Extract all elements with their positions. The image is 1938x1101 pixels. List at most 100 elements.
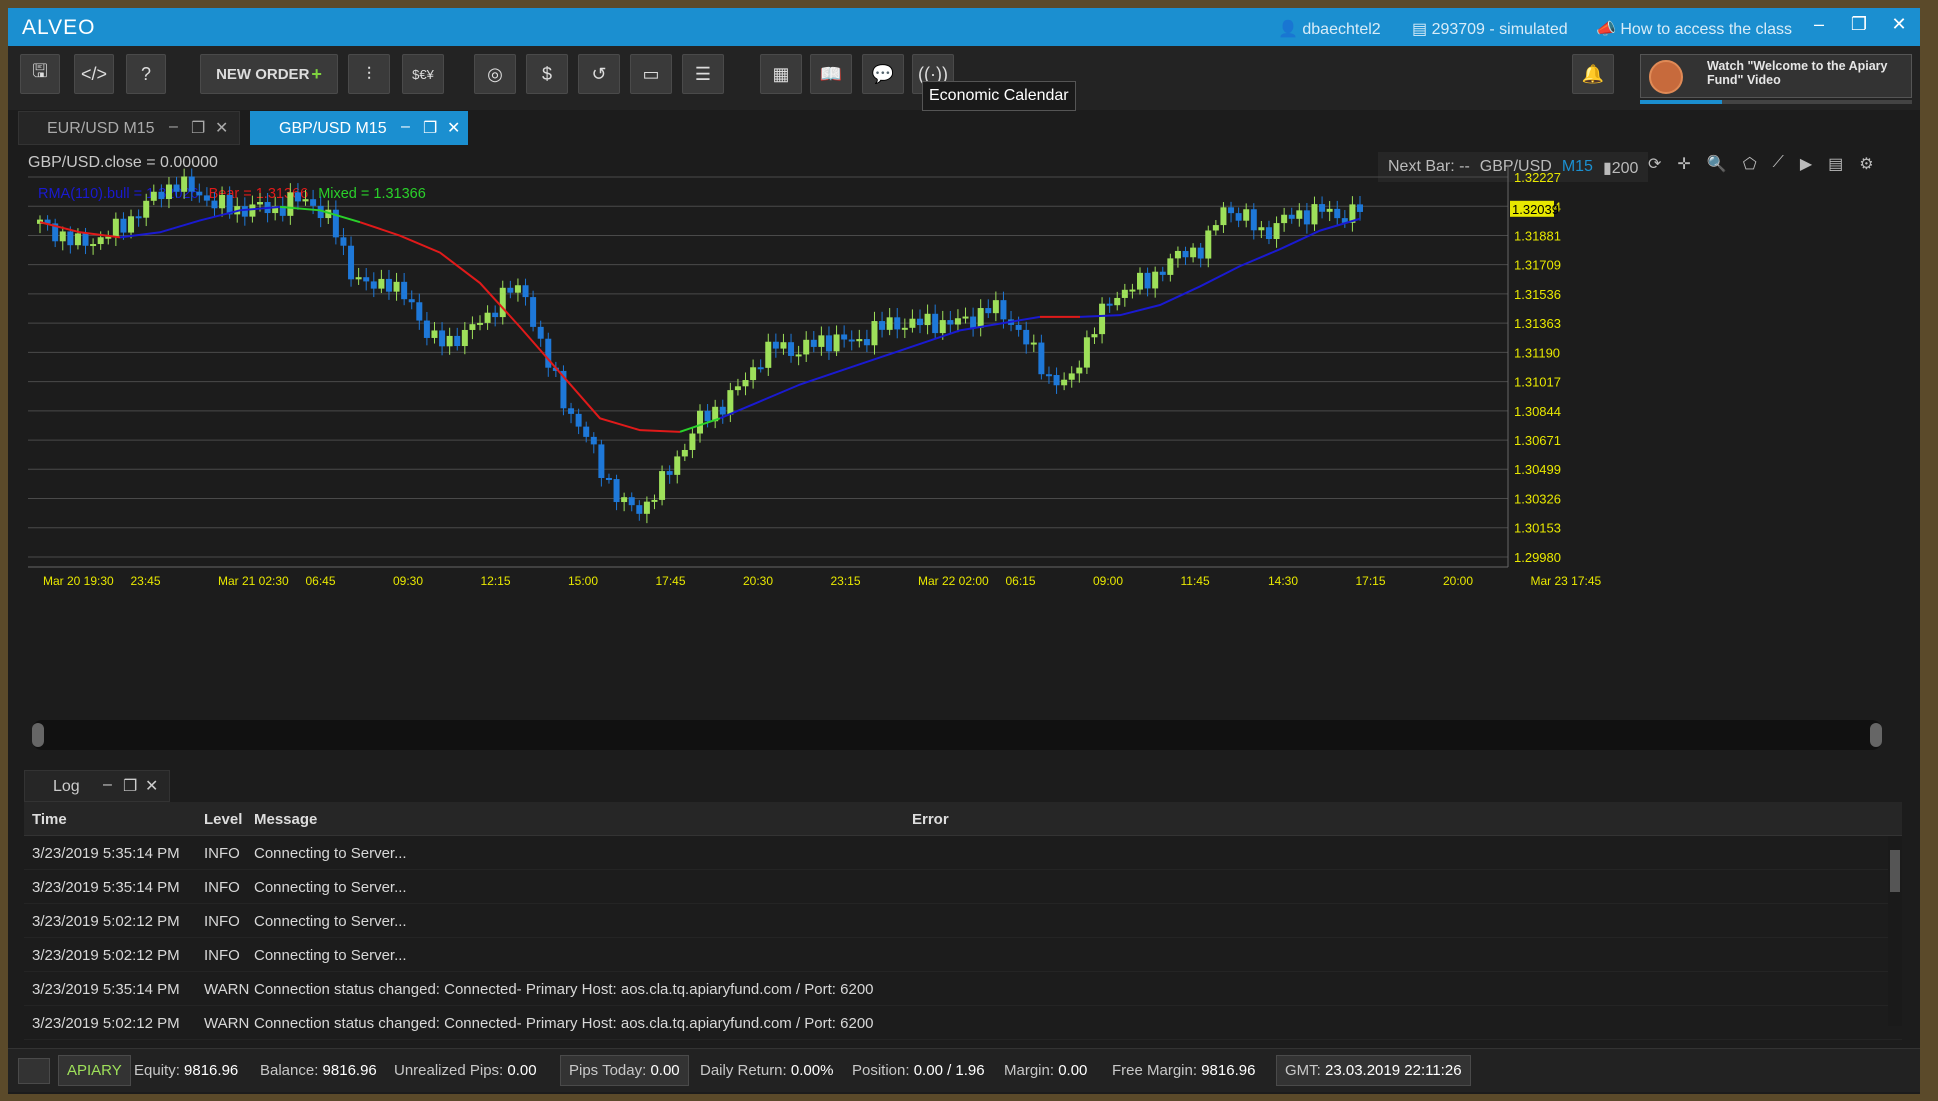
connection-icon[interactable] xyxy=(18,1058,50,1084)
log-row[interactable]: 3/23/2019 5:02:12 PM INFO Connecting to Se… xyxy=(24,938,1902,972)
promo-progress-fill xyxy=(1640,100,1722,104)
money-button[interactable]: ▭ xyxy=(630,54,672,94)
new-order-button[interactable]: NEW ORDER + xyxy=(200,54,338,94)
target-icon: ◎ xyxy=(487,63,503,84)
log-scrollbar[interactable] xyxy=(1888,836,1902,1026)
x-tick-label: 23:45 xyxy=(131,574,161,588)
candle-body xyxy=(871,321,878,346)
settings-icon[interactable]: ⚙ xyxy=(1859,156,1874,173)
log-time: 3/23/2019 5:35:14 PM xyxy=(32,981,180,998)
crosshair-icon[interactable]: ✛ xyxy=(1677,156,1691,173)
log-scroll-thumb[interactable] xyxy=(1890,850,1900,892)
log-row[interactable]: 3/23/2019 5:35:14 PM INFO Connecting to Se… xyxy=(24,870,1902,904)
history-button[interactable]: ↺ xyxy=(578,54,620,94)
list-button[interactable]: ☰ xyxy=(682,54,724,94)
scroll-handle-left[interactable] xyxy=(32,723,44,747)
play-icon[interactable]: ▶ xyxy=(1799,156,1813,173)
log-close-icon[interactable]: ✕ xyxy=(145,778,159,795)
candle-body xyxy=(1174,250,1181,259)
close-button[interactable]: ✕ xyxy=(1891,14,1907,34)
col-message[interactable]: Message xyxy=(254,811,318,828)
candle-body xyxy=(97,237,104,245)
chat-button[interactable]: 💬 xyxy=(862,54,904,94)
tab-eurusd[interactable]: EUR/USD M15 – ❐ ✕ xyxy=(18,111,240,145)
ma-line-mixed xyxy=(679,417,721,433)
log-minimize-icon[interactable]: – xyxy=(103,776,112,793)
tab-minimize-icon[interactable]: – xyxy=(401,118,410,135)
log-level: WARN xyxy=(204,981,250,998)
user-menu[interactable]: 👤 dbaechtel2 xyxy=(1278,21,1381,38)
log-row[interactable]: 3/23/2019 5:35:14 PM WARN Connection statu… xyxy=(24,972,1902,1006)
candle-body xyxy=(332,209,339,238)
restore-button[interactable]: ❐ xyxy=(1850,14,1868,34)
notifications-button[interactable]: 🔔 xyxy=(1572,54,1614,94)
tab-minimize-icon[interactable]: – xyxy=(169,118,178,135)
calendar-button[interactable]: ▦ xyxy=(760,54,802,94)
log-row[interactable]: 3/23/2019 5:02:12 PM INFO Connecting to Se… xyxy=(24,904,1902,938)
chart-scrollbar[interactable] xyxy=(32,720,1882,750)
x-tick-label: 11:45 xyxy=(1181,574,1210,588)
tab-close-icon[interactable]: ✕ xyxy=(447,120,461,137)
log-row[interactable]: 3/23/2019 5:35:14 PM INFO Connecting to Se… xyxy=(24,836,1902,870)
price-chart[interactable]: 1.322271.320541.318811.317091.315361.313… xyxy=(18,145,1918,750)
dollar-refresh-button[interactable]: $ xyxy=(526,54,568,94)
currency-button[interactable]: $€¥ xyxy=(402,54,444,94)
candle-body xyxy=(1250,209,1257,231)
col-level[interactable]: Level xyxy=(204,811,243,828)
scroll-handle-right[interactable] xyxy=(1870,723,1882,747)
tab-float-icon[interactable]: ❐ xyxy=(191,120,206,137)
save-button[interactable]: 🖫 xyxy=(20,54,60,94)
zoom-icon[interactable]: 🔍 xyxy=(1706,156,1727,173)
chart-pane[interactable]: GBP/USD.close = 0.00000 RMA(110).bull = … xyxy=(18,145,1918,750)
last-price-label: 1.32039 xyxy=(1512,202,1559,217)
help-button[interactable]: ? xyxy=(126,54,166,94)
book-button[interactable]: 📖 xyxy=(810,54,852,94)
candle-body xyxy=(1144,272,1151,289)
minimize-button[interactable]: – xyxy=(1813,14,1824,34)
candle-body xyxy=(674,456,681,475)
log-tab[interactable]: Log – ❐ ✕ xyxy=(24,770,170,802)
candle-body xyxy=(803,339,810,355)
bar-count[interactable]: ▮200 xyxy=(1602,160,1639,177)
candle-body xyxy=(1152,271,1159,289)
tab-close-icon[interactable]: ✕ xyxy=(215,120,229,137)
timeframe-selector[interactable]: M15 xyxy=(1561,158,1593,175)
candle-body xyxy=(120,218,127,233)
tab-gbpusd[interactable]: GBP/USD M15 – ❐ ✕ xyxy=(250,111,468,145)
candle-body xyxy=(165,184,172,200)
gmt-clock: GMT: 23.03.2019 22:11:26 xyxy=(1276,1055,1471,1086)
target-button[interactable]: ◎ xyxy=(474,54,516,94)
candle-body xyxy=(499,287,506,318)
candle-body xyxy=(1038,342,1045,375)
log-time: 3/23/2019 5:02:12 PM xyxy=(32,1015,180,1032)
candle-body xyxy=(1068,373,1075,380)
tab-float-icon[interactable]: ❐ xyxy=(423,120,438,137)
promo-video-card[interactable]: Watch "Welcome to the Apiary Fund" Video xyxy=(1640,54,1912,98)
candle-body xyxy=(158,191,165,200)
log-row[interactable]: 3/23/2019 5:02:12 PM WARN Connection statu… xyxy=(24,1006,1902,1040)
candle-body xyxy=(954,318,961,325)
refresh-icon[interactable]: ⟳ xyxy=(1648,156,1662,173)
log-float-icon[interactable]: ❐ xyxy=(123,778,138,795)
col-time[interactable]: Time xyxy=(32,811,67,828)
candle-body xyxy=(484,312,491,323)
log-message: Connecting to Server... xyxy=(254,879,407,896)
candle-body xyxy=(514,285,521,293)
candle-body xyxy=(1137,272,1143,290)
megaphone-icon: 📣 xyxy=(1596,21,1621,38)
draw-icon[interactable]: ⟋ xyxy=(1772,154,1784,171)
candle-body xyxy=(1258,227,1265,231)
layout-icon[interactable]: ▤ xyxy=(1828,156,1844,173)
candle-body xyxy=(454,335,461,347)
col-error[interactable]: Error xyxy=(912,811,949,828)
account-menu[interactable]: ▤ 293709 - simulated xyxy=(1412,21,1568,38)
shape-icon[interactable]: ⬠ xyxy=(1742,156,1757,173)
candle-body xyxy=(1030,342,1037,345)
candle-body xyxy=(780,342,787,349)
candle-body xyxy=(416,302,423,321)
code-button[interactable]: </> xyxy=(74,54,114,94)
add-indicator-button[interactable]: ⫶ xyxy=(348,54,390,94)
help-link[interactable]: 📣 How to access the class xyxy=(1596,21,1792,38)
candle-body xyxy=(226,194,233,215)
candle-body xyxy=(249,204,256,217)
